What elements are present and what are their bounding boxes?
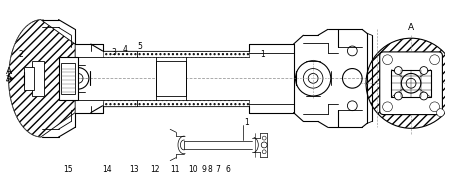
Text: 11: 11: [170, 164, 180, 174]
Polygon shape: [9, 20, 75, 137]
Text: 6: 6: [225, 164, 230, 174]
Text: 5: 5: [137, 42, 142, 51]
Circle shape: [420, 67, 428, 74]
Bar: [62, 63, 75, 94]
Text: 8: 8: [208, 164, 213, 174]
Bar: [58, 57, 78, 100]
Text: 9: 9: [201, 164, 206, 174]
Text: A: A: [5, 74, 12, 83]
Circle shape: [436, 109, 445, 117]
Text: 1: 1: [260, 50, 265, 59]
Circle shape: [366, 38, 450, 128]
Circle shape: [395, 67, 402, 74]
Bar: [24, 67, 34, 90]
Text: 12: 12: [150, 164, 159, 174]
Circle shape: [395, 92, 402, 100]
Circle shape: [430, 55, 440, 65]
FancyBboxPatch shape: [380, 52, 442, 115]
Circle shape: [296, 61, 331, 96]
Text: A: A: [408, 23, 414, 32]
Text: 1: 1: [245, 118, 249, 127]
Text: 14: 14: [103, 164, 112, 174]
Bar: [103, 51, 249, 57]
Text: 2: 2: [19, 50, 24, 59]
Circle shape: [430, 102, 440, 112]
Bar: [103, 100, 249, 106]
Bar: [392, 69, 431, 97]
Circle shape: [382, 102, 392, 112]
Text: 4: 4: [123, 45, 127, 54]
Text: 13: 13: [129, 164, 139, 174]
Text: 7: 7: [216, 164, 220, 174]
Text: 15: 15: [63, 164, 73, 174]
Text: 3: 3: [112, 48, 117, 57]
Circle shape: [420, 92, 428, 100]
Bar: [32, 61, 44, 96]
Text: A: A: [5, 67, 12, 76]
Text: 10: 10: [188, 164, 198, 174]
Circle shape: [401, 74, 421, 93]
Circle shape: [382, 55, 392, 65]
Bar: [157, 61, 186, 96]
